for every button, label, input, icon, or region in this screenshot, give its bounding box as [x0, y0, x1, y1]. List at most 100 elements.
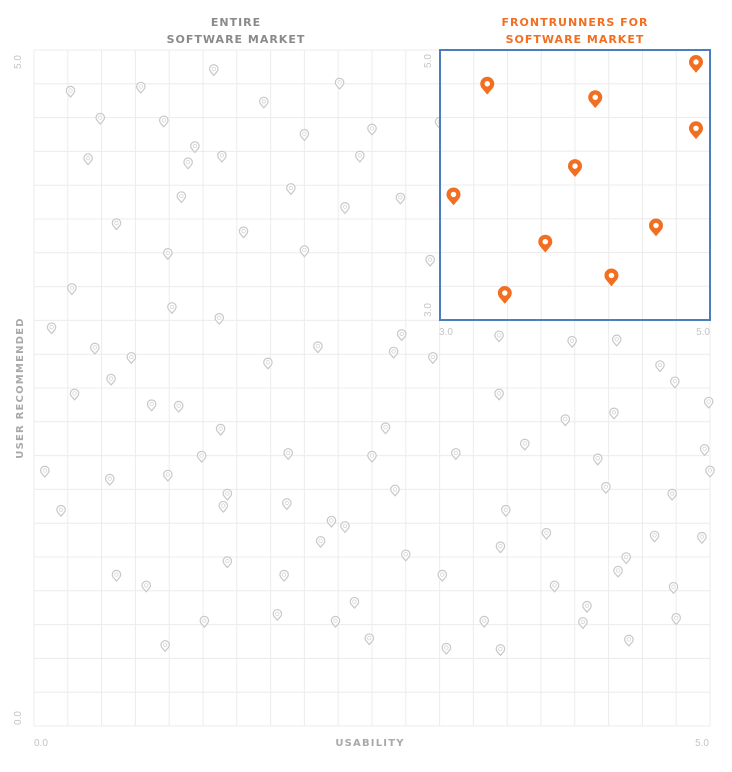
scatter-point — [340, 521, 350, 534]
scatter-point — [299, 245, 310, 258]
scatter-point — [520, 438, 530, 451]
scatter-point — [349, 596, 360, 609]
scatter-point — [279, 569, 289, 582]
main-title-line-1: ENTIRE — [211, 16, 261, 29]
scatter-point — [183, 157, 193, 170]
scatter-point — [67, 283, 77, 296]
frontrunner-point — [588, 90, 603, 108]
scatter-point — [380, 422, 391, 435]
scatter-point — [437, 569, 448, 582]
scatter-point — [141, 580, 151, 593]
scatter-point — [451, 448, 461, 461]
scatter-point — [655, 360, 665, 373]
scatter-point — [315, 536, 326, 548]
scatter-point — [705, 465, 715, 478]
scatter-point — [326, 515, 337, 528]
scatter-point — [83, 153, 93, 166]
scatter-point — [334, 77, 345, 90]
x-tick-label-max: 5.0 — [695, 738, 709, 749]
scatter-point — [199, 615, 210, 628]
frontrunner-point — [568, 159, 582, 177]
scatter-point — [425, 254, 435, 267]
scatter-point — [441, 642, 452, 655]
scatter-point — [299, 129, 310, 141]
scatter-point — [65, 85, 76, 98]
scatter-point — [126, 352, 137, 365]
scatter-point — [56, 504, 66, 517]
scatter-point — [196, 450, 207, 463]
scatter-point — [40, 465, 50, 478]
scatter-point — [330, 615, 341, 628]
scatter-point — [395, 192, 406, 205]
scatter-point — [209, 64, 219, 77]
frontrunner-point — [497, 286, 512, 304]
scatter-point — [401, 549, 411, 562]
scatter-point — [263, 357, 273, 370]
scatter-point — [217, 150, 227, 163]
scatter-point — [167, 302, 177, 314]
scatter-point — [355, 150, 365, 163]
scatter-point — [272, 609, 283, 621]
frontrunner-point — [538, 234, 553, 253]
frontrunner-point — [446, 187, 461, 206]
scatter-point — [609, 407, 619, 420]
frontrunner-point — [649, 218, 663, 237]
scatter-point — [388, 346, 399, 359]
scatter-point — [396, 329, 407, 342]
scatter-point — [624, 634, 634, 647]
scatter-point — [238, 226, 249, 239]
scatter-point — [111, 218, 122, 231]
scatter-point — [697, 532, 707, 544]
scatter-point — [163, 248, 173, 260]
scatter-point — [313, 341, 323, 354]
scatter-point — [218, 500, 229, 513]
main-title-line-2: SOFTWARE MARKET — [167, 33, 306, 46]
inset-x-tick-label-min: 3.0 — [439, 327, 453, 338]
scatter-point — [160, 640, 170, 652]
scatter-point — [283, 448, 293, 461]
scatter-point — [367, 450, 377, 463]
frontrunner-point — [480, 76, 495, 95]
scatter-point — [703, 396, 714, 409]
inset-title-line-1: FRONTRUNNERS FOR — [502, 16, 649, 29]
scatter-point — [495, 541, 506, 554]
x-axis-label: USABILITY — [335, 738, 404, 749]
inset-y-tick-label-min: 3.0 — [423, 303, 434, 317]
inset-y-tick-label-max: 5.0 — [423, 54, 434, 68]
scatter-point — [367, 123, 377, 136]
scatter-point — [621, 552, 631, 565]
scatter-point — [259, 96, 269, 109]
scatter-point — [340, 202, 350, 214]
y-tick-label-max: 5.0 — [13, 55, 24, 69]
scatter-point — [222, 488, 233, 501]
inset-points — [446, 55, 703, 304]
scatter-point — [364, 633, 375, 646]
frontrunner-point — [604, 268, 619, 287]
scatter-point — [593, 453, 603, 466]
scatter-point — [215, 423, 226, 436]
scatter-point — [613, 565, 623, 578]
scatter-point — [611, 334, 622, 347]
scatter-point — [69, 388, 80, 401]
x-tick-label-min: 0.0 — [34, 738, 48, 749]
scatter-point — [541, 527, 552, 540]
scatter-point — [176, 191, 187, 204]
scatter-point — [578, 617, 588, 630]
scatter-point — [649, 530, 660, 543]
scatter-point — [549, 580, 560, 593]
scatter-point — [111, 569, 122, 582]
frontrunner-point — [689, 55, 703, 73]
y-axis-label: USER RECOMMENDED — [15, 317, 26, 458]
scatter-point — [136, 81, 146, 94]
scatter-point — [214, 312, 224, 325]
scatter-point — [159, 115, 169, 128]
scatter-point — [494, 388, 504, 401]
inset-title-line-2: SOFTWARE MARKET — [506, 33, 645, 46]
scatter-point — [601, 481, 611, 494]
scatter-point — [495, 644, 506, 657]
scatter-point — [146, 399, 157, 412]
scatter-point — [106, 373, 116, 386]
scatter-point — [560, 414, 571, 427]
scatter-point — [667, 488, 677, 501]
scatter-point — [567, 335, 577, 348]
